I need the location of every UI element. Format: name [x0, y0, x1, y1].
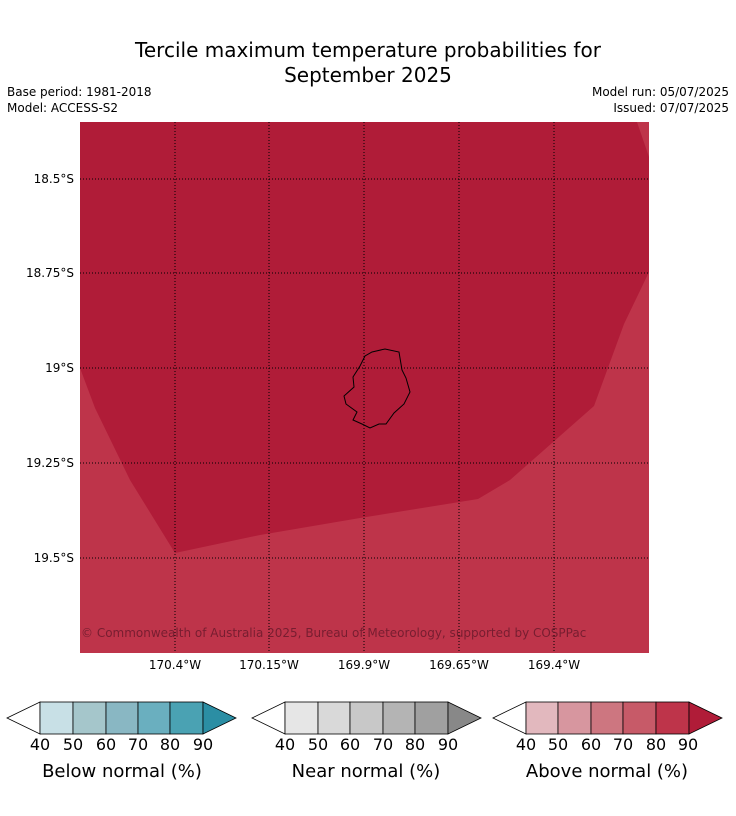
colorbar-below-tick-50: 50 [62, 735, 84, 754]
colorbar-above-bin-60-70 [590, 701, 624, 735]
colorbar-below-extend-high [202, 701, 237, 735]
title-line-1: Tercile maximum temperature probabilitie… [135, 38, 601, 62]
lat-label-19-5: 19.5°S [33, 551, 74, 565]
colorbar-near-tick-70: 70 [372, 735, 394, 754]
colorbar-above-bin-40-50 [525, 701, 559, 735]
colorbar-near-tick-80: 80 [404, 735, 426, 754]
colorbar-below-tick-90: 90 [192, 735, 214, 754]
colorbar-near-extend-high [447, 701, 482, 735]
colorbar-above-title: Above normal (%) [525, 761, 689, 782]
colorbar-near-bin-70-80 [382, 701, 416, 735]
meta-right: Model run: 05/07/2025 Issued: 07/07/2025 [592, 84, 729, 116]
colorbar-below-normal [6, 701, 237, 735]
colorbar-near-bin-60-70 [349, 701, 384, 735]
colorbar-below-bin-80-90 [169, 701, 204, 735]
colorbar-above-extend-high [688, 701, 723, 735]
lon-label-169-65: 169.65°W [429, 658, 489, 672]
colorbar-below-tick-80: 80 [159, 735, 181, 754]
lon-label-169-4: 169.4°W [527, 658, 581, 672]
niue-island-outline [343, 348, 411, 429]
lat-label-19: 19°S [45, 361, 74, 375]
colorbar-above-normal [492, 701, 723, 735]
colorbar-below-bin-50-60 [72, 701, 107, 735]
colorbar-above-tick-80: 80 [645, 735, 667, 754]
colorbar-below-tick-70: 70 [127, 735, 149, 754]
colorbar-above-tick-70: 70 [612, 735, 634, 754]
colorbar-near-tick-40: 40 [274, 735, 296, 754]
colorbar-near-extend-low [251, 701, 286, 735]
meta-left: Base period: 1981-2018 Model: ACCESS-S2 [7, 84, 152, 116]
colorbar-above-tick-90: 90 [677, 735, 699, 754]
colorbar-above-tick-60: 60 [580, 735, 602, 754]
colorbar-near-bin-40-50 [284, 701, 319, 735]
colorbar-below-tick-60: 60 [95, 735, 117, 754]
colorbar-above-extend-low [492, 701, 527, 735]
map-area-above-80-northeast [637, 122, 649, 157]
colorbar-near-tick-90: 90 [437, 735, 459, 754]
colorbar-below-bin-70-80 [137, 701, 171, 735]
colorbar-near-tick-60: 60 [339, 735, 361, 754]
lon-label-170-4: 170.4°W [148, 658, 202, 672]
base-period: Base period: 1981-2018 [7, 85, 152, 99]
colorbar-near-title: Near normal (%) [291, 761, 441, 782]
issued-date: Issued: 07/07/2025 [613, 101, 729, 115]
colorbar-above-tick-50: 50 [547, 735, 569, 754]
colorbar-near-bin-80-90 [414, 701, 449, 735]
colorbar-near-bin-50-60 [317, 701, 351, 735]
colorbar-near-normal [251, 701, 482, 735]
title-line-2: September 2025 [284, 63, 452, 87]
lat-label-18-75: 18.75°S [26, 266, 74, 280]
lon-label-169-9: 169.9°W [337, 658, 391, 672]
colorbar-above-bin-80-90 [655, 701, 690, 735]
colorbar-below-bin-60-70 [105, 701, 139, 735]
lon-label-170-15: 170.15°W [239, 658, 299, 672]
lat-label-18-5: 18.5°S [33, 172, 74, 186]
colorbar-below-bin-40-50 [39, 701, 74, 735]
map-title: Tercile maximum temperature probabilitie… [0, 38, 736, 88]
colorbar-below-tick-40: 40 [29, 735, 51, 754]
colorbar-above-bin-50-60 [557, 701, 592, 735]
colorbar-below-title: Below normal (%) [42, 761, 202, 782]
colorbar-above-tick-40: 40 [515, 735, 537, 754]
colorbar-near-tick-50: 50 [307, 735, 329, 754]
colorbar-above-bin-70-80 [622, 701, 657, 735]
colorbar-below-extend-low [6, 701, 41, 735]
model-run: Model run: 05/07/2025 [591, 85, 729, 99]
copyright-notice: © Commonwealth of Australia 2025, Bureau… [81, 626, 587, 640]
lat-label-19-25: 19.25°S [26, 456, 74, 470]
model-name: Model: ACCESS-S2 [7, 101, 119, 115]
